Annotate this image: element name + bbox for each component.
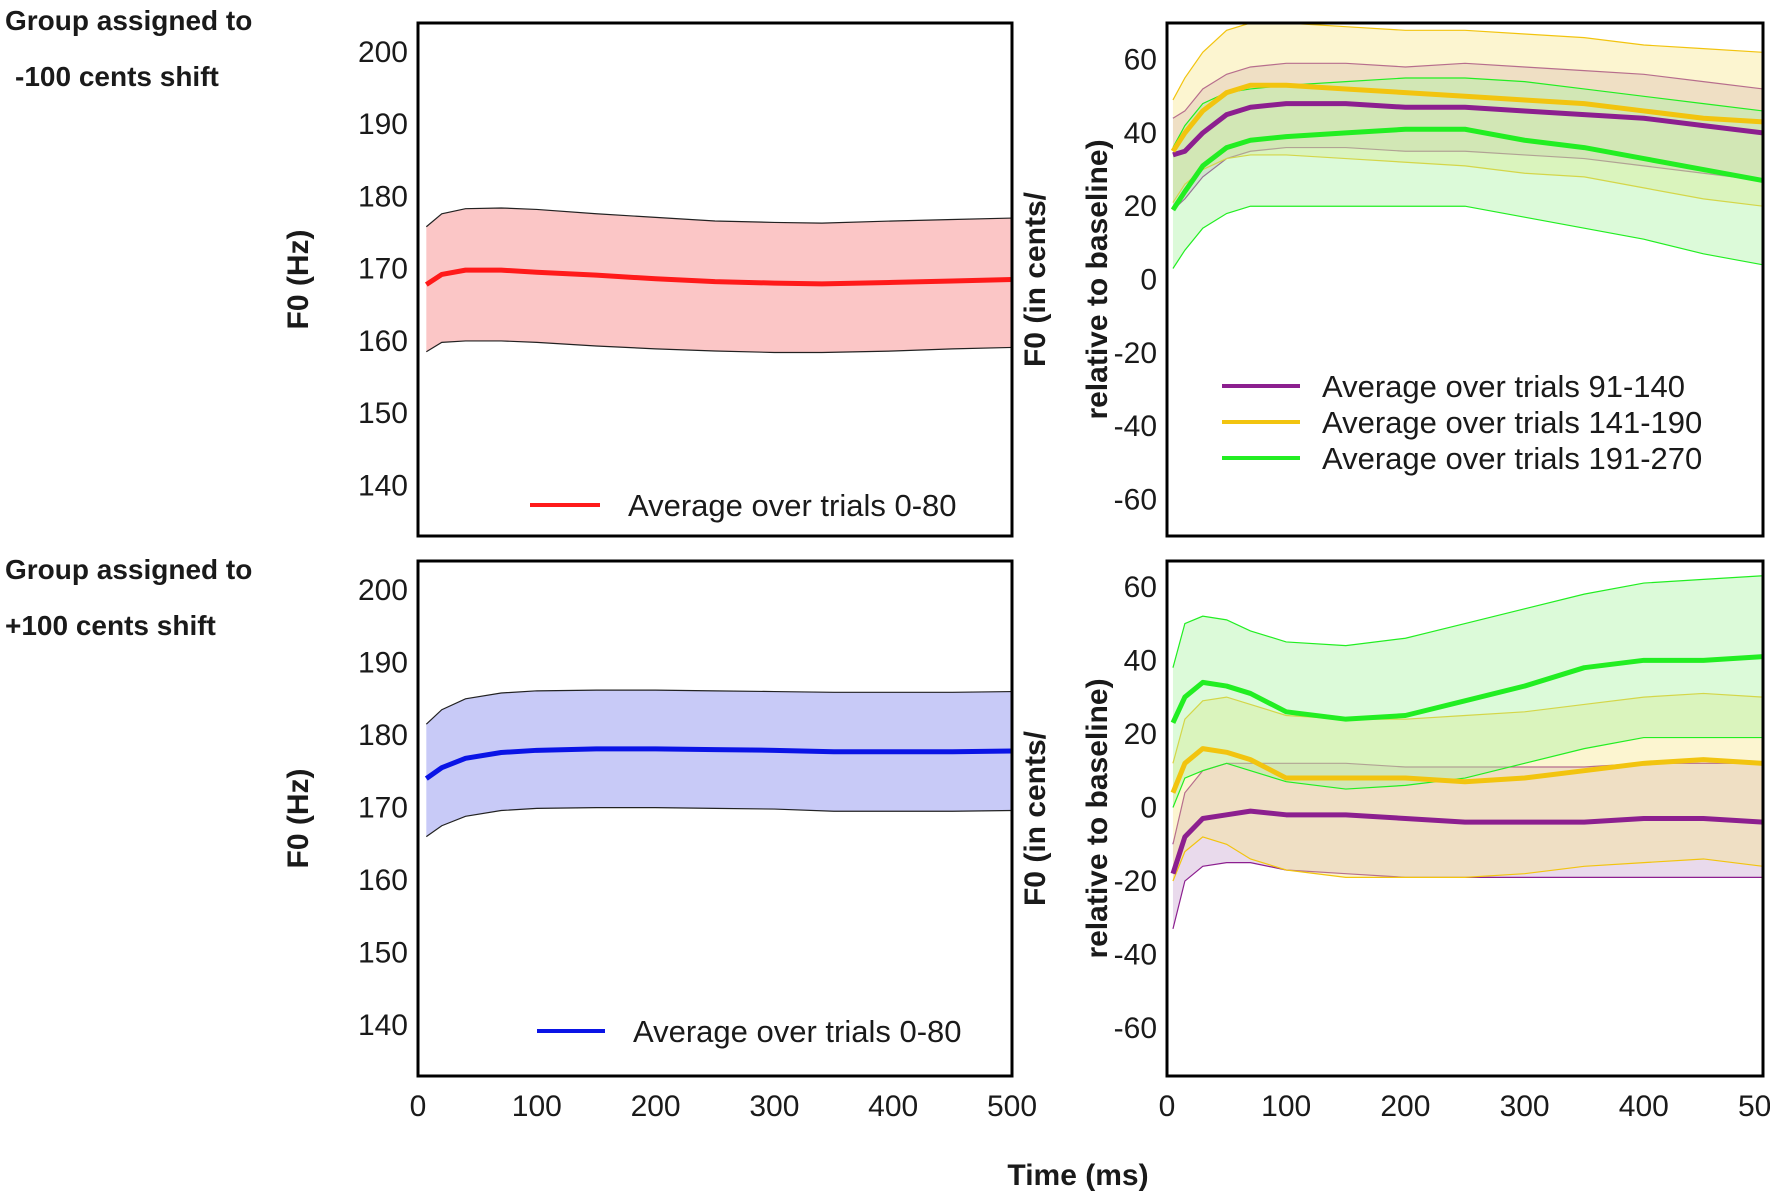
- legend-label-top-left-0: Average over trials 0-80: [628, 488, 957, 523]
- band-lower-edge-bottom-left-0: [425, 807, 1012, 838]
- y-tick-label-bottom-right: -60: [1114, 1012, 1157, 1045]
- y-tick-label-top-left: 180: [358, 180, 408, 213]
- mean-line-top-right-1: [1170, 82, 1763, 153]
- mean-line-bottom-right-1: [1170, 746, 1763, 794]
- group-label-bottom-line1: Group assigned to: [5, 554, 252, 585]
- y-tick-label-bottom-left: 200: [358, 574, 408, 607]
- legend-label-top-right-0: Average over trials 91-140: [1322, 369, 1685, 404]
- y-tick-label-top-left: 140: [358, 469, 408, 502]
- y-tick-label-bottom-left: 180: [358, 719, 408, 752]
- x-tick-label-bottom-left: 100: [512, 1090, 562, 1123]
- y-axis-label-top-left: F0 (Hz): [282, 230, 315, 330]
- y-tick-label-bottom-right: -20: [1114, 865, 1157, 898]
- y-tick-label-top-right: -40: [1114, 410, 1157, 443]
- band-upper-edge-top-right-1: [1172, 23, 1763, 101]
- band-lower-edge-bottom-right-1: [1172, 836, 1763, 882]
- legend-label-top-right-2: Average over trials 191-270: [1322, 441, 1702, 476]
- band-lower-edge-top-right-2: [1172, 205, 1763, 269]
- legend-label-top-right-1: Average over trials 141-190: [1322, 405, 1702, 440]
- x-tick-label-bottom-left: 400: [868, 1090, 918, 1123]
- y-tick-label-top-right: 40: [1124, 117, 1157, 150]
- y-tick-label-top-right: -20: [1114, 337, 1157, 370]
- x-tick-label-bottom-right: 300: [1500, 1090, 1550, 1123]
- panel-bottom-right: -60 -40 -20 0 20 40 60 0 100 200 300 400 500 F0 (in c…: [1019, 559, 1770, 1123]
- y-tick-label-top-right: -60: [1114, 483, 1157, 516]
- plot-frame-top-right: [1165, 21, 1765, 538]
- y-tick-label-bottom-left: 160: [358, 864, 408, 897]
- y-axis-label-line1-bottom-right: F0 (in cents/: [1019, 730, 1052, 906]
- y-tick-label-bottom-right: -40: [1114, 939, 1157, 972]
- y-tick-label-top-left: 150: [358, 397, 408, 430]
- group-label-top-line2: -100 cents shift: [15, 61, 219, 92]
- mean-line-bottom-right-0: [1170, 808, 1763, 875]
- plot-frame-bottom-right: [1165, 559, 1765, 1078]
- panel-top-right: -60 -40 -20 0 20 40 60 F0 (in cents/relative to…: [1019, 21, 1765, 538]
- y-axis-label-bottom-left: F0 (Hz): [282, 769, 315, 869]
- mean-line-top-left-0: [424, 267, 1012, 287]
- y-tick-label-bottom-left: 140: [358, 1009, 408, 1042]
- x-tick-label-bottom-right: 100: [1261, 1090, 1311, 1123]
- y-tick-label-top-left: 160: [358, 325, 408, 358]
- x-tick-label-bottom-right: 400: [1619, 1090, 1669, 1123]
- band-lower-edge-top-left-0: [426, 340, 1012, 354]
- y-tick-label-top-right: 60: [1124, 44, 1157, 77]
- confidence-band-top-right-0: [1172, 63, 1763, 210]
- mean-line-bottom-left-0: [424, 746, 1012, 781]
- x-tick-label-bottom-right: 500: [1738, 1090, 1770, 1123]
- band-upper-edge-top-right-2: [1172, 77, 1763, 148]
- band-lower-edge-top-right-1: [1172, 154, 1763, 207]
- mean-line-bottom-right-2: [1170, 654, 1763, 724]
- group-label-top-line1: Group assigned to: [5, 5, 252, 36]
- band-upper-edge-bottom-right-2: [1172, 575, 1763, 668]
- y-tick-label-top-left: 170: [358, 253, 408, 286]
- y-axis-label-line2-bottom-right: relative to baseline): [1081, 678, 1114, 958]
- x-tick-label-bottom-left: 0: [410, 1090, 427, 1123]
- y-tick-label-top-left: 190: [358, 108, 408, 141]
- panel-bottom-left: 140 150 160 170 180 190 200 0 100 200 300 400 500 F0 …: [282, 559, 1037, 1123]
- y-tick-label-bottom-right: 60: [1124, 571, 1157, 604]
- y-tick-label-bottom-right: 40: [1124, 644, 1157, 677]
- x-tick-label-bottom-right: 200: [1380, 1090, 1430, 1123]
- band-upper-edge-top-right-0: [1172, 62, 1763, 119]
- y-tick-label-bottom-right: 0: [1140, 791, 1157, 824]
- y-tick-label-bottom-left: 190: [358, 647, 408, 680]
- confidence-band-top-right-2: [1172, 77, 1763, 269]
- y-tick-label-top-right: 20: [1124, 190, 1157, 223]
- y-axis-label-line2-top-right: relative to baseline): [1081, 139, 1114, 419]
- band-lower-edge-bottom-right-2: [1172, 736, 1763, 808]
- band-lower-edge-bottom-right-0: [1172, 862, 1763, 930]
- confidence-band-bottom-left-0: [426, 690, 1012, 837]
- y-tick-label-top-left: 200: [358, 36, 408, 69]
- legend-label-bottom-left-0: Average over trials 0-80: [633, 1014, 962, 1049]
- y-tick-label-bottom-left: 150: [358, 937, 408, 970]
- confidence-band-bottom-right-0: [1172, 763, 1763, 929]
- panel-top-left: 140 150 160 170 180 190 200 F0 (Hz) Average over…: [282, 21, 1014, 538]
- x-axis-title: Time (ms): [1007, 1159, 1148, 1192]
- x-tick-label-bottom-left: 300: [749, 1090, 799, 1123]
- y-tick-label-bottom-left: 170: [358, 792, 408, 825]
- x-tick-label-bottom-left: 500: [987, 1090, 1037, 1123]
- y-tick-label-top-right: 0: [1140, 264, 1157, 297]
- band-upper-edge-bottom-left-0: [425, 689, 1012, 725]
- y-axis-label-line1-top-right: F0 (in cents/: [1019, 191, 1052, 367]
- band-upper-edge-top-left-0: [425, 207, 1012, 228]
- confidence-band-top-right-1: [1172, 23, 1763, 207]
- band-lower-edge-top-right-0: [1172, 146, 1763, 211]
- plot-frame-bottom-left: [416, 559, 1014, 1078]
- confidence-band-bottom-right-1: [1172, 693, 1763, 882]
- x-tick-label-bottom-right: 0: [1159, 1090, 1176, 1123]
- x-tick-label-bottom-left: 200: [631, 1090, 681, 1123]
- mean-line-top-right-0: [1172, 101, 1763, 158]
- mean-line-top-right-2: [1170, 126, 1763, 212]
- group-label-bottom-line2: +100 cents shift: [5, 610, 216, 641]
- plot-frame-top-left: [416, 21, 1014, 538]
- y-tick-label-bottom-right: 20: [1124, 718, 1157, 751]
- confidence-band-bottom-right-2: [1172, 575, 1763, 808]
